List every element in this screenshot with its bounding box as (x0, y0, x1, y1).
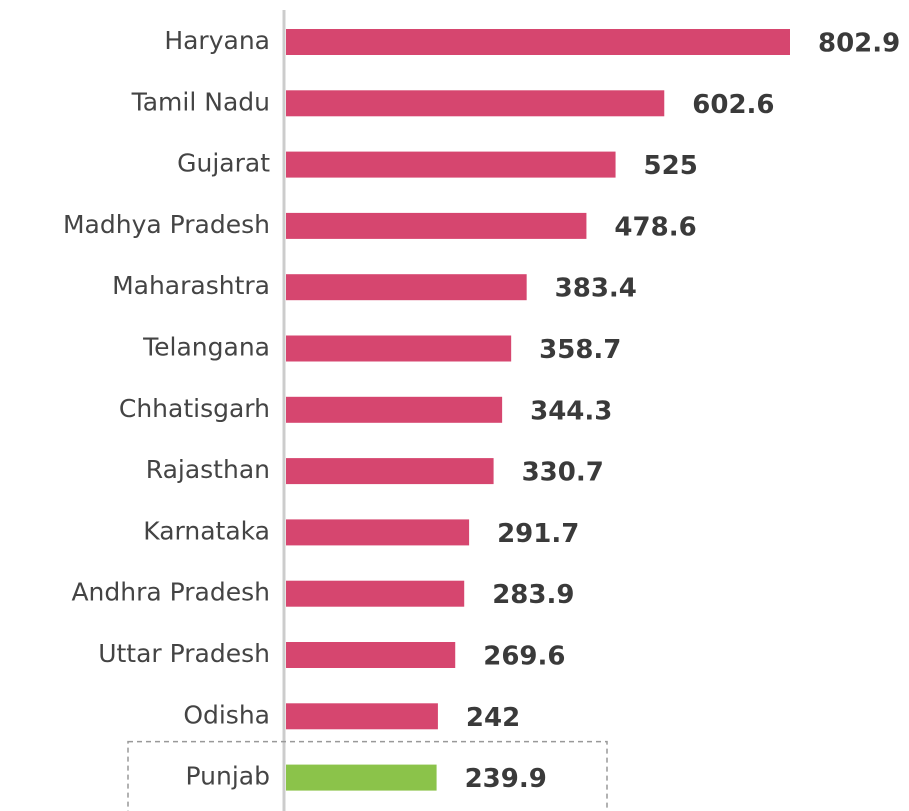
category-label: Andhra Pradesh (71, 578, 270, 607)
bar (286, 396, 503, 423)
value-label: 802.9 (818, 29, 900, 59)
bar (286, 703, 438, 730)
category-label: Chhatisgarh (119, 394, 270, 423)
bar (286, 335, 512, 362)
category-label: Odisha (183, 700, 270, 729)
category-label: Uttar Pradesh (98, 639, 270, 668)
value-label: 269.6 (483, 642, 565, 672)
category-label: Maharashtra (112, 271, 270, 300)
value-label: 344.3 (530, 396, 612, 426)
category-label: Karnataka (143, 516, 270, 545)
value-label: 478.6 (614, 212, 696, 242)
value-label: 291.7 (497, 519, 579, 549)
category-label: Madhya Pradesh (63, 210, 270, 239)
bar (286, 458, 494, 485)
value-label: 283.9 (492, 580, 574, 610)
category-label: Haryana (164, 26, 270, 55)
bar (286, 764, 437, 791)
bar (286, 580, 465, 607)
bar (286, 29, 790, 55)
value-label: 602.6 (692, 90, 774, 120)
category-label: Punjab (186, 762, 270, 791)
value-label: 358.7 (539, 335, 621, 365)
bar (286, 90, 665, 117)
category-label: Gujarat (177, 149, 270, 178)
bar (286, 519, 470, 546)
bar (286, 151, 616, 178)
bar (286, 642, 456, 668)
value-label: 525 (644, 151, 698, 181)
value-label: 383.4 (555, 274, 637, 304)
category-label: Rajasthan (146, 455, 270, 484)
value-label: 239.9 (465, 764, 547, 794)
value-label: 330.7 (522, 458, 604, 488)
bar (286, 274, 527, 301)
bar (286, 212, 587, 239)
value-label: 242 (466, 703, 520, 733)
category-label: Telangana (142, 333, 270, 362)
category-label: Tamil Nadu (131, 87, 270, 116)
